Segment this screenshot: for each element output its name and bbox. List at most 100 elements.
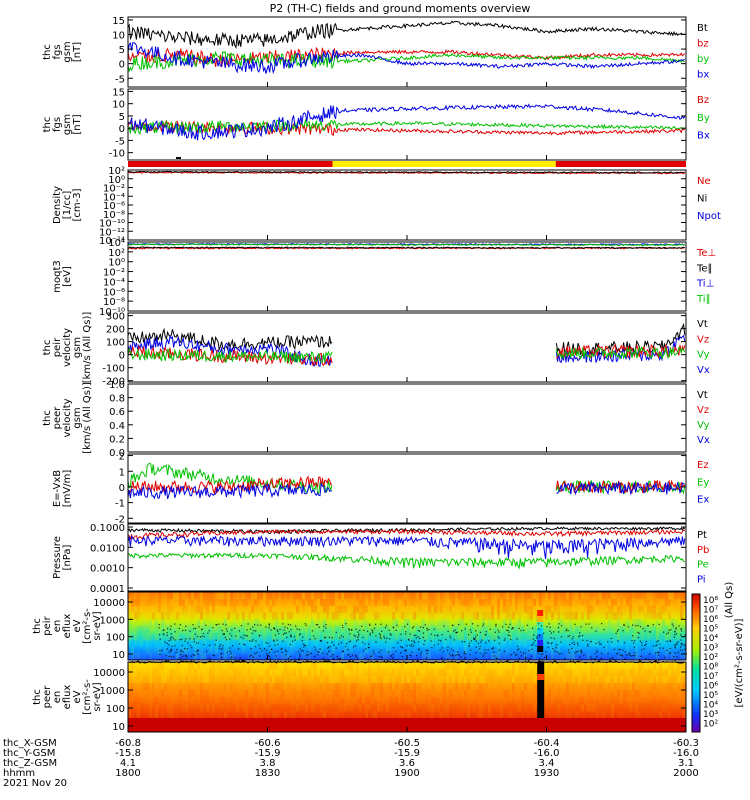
spectrogram-cell bbox=[236, 626, 239, 634]
spectrogram-cell bbox=[527, 662, 530, 670]
spectrogram-cell bbox=[584, 619, 587, 627]
spectrogram-cell bbox=[305, 697, 308, 705]
spectrogram-cell bbox=[614, 662, 617, 670]
spectrogram-noise-point bbox=[476, 634, 478, 636]
spectrogram-cell bbox=[554, 592, 557, 600]
spectrogram-cell bbox=[527, 676, 530, 684]
spectrogram-cell bbox=[371, 683, 374, 691]
spectrogram-cell bbox=[317, 605, 320, 613]
spectrogram-cell bbox=[479, 592, 482, 599]
spectrogram-cell bbox=[371, 662, 374, 670]
spectrogram-cell bbox=[647, 704, 650, 712]
spectrogram-noise-point bbox=[349, 640, 352, 642]
spectrogram-cell bbox=[560, 683, 563, 691]
spectrogram-cell bbox=[431, 646, 434, 654]
spectrogram-noise-point bbox=[498, 637, 500, 639]
spectrogram-noise-point bbox=[353, 646, 355, 648]
spectrogram-cell bbox=[548, 619, 551, 627]
spectrogram-noise-point bbox=[281, 651, 283, 654]
spectrogram-cell bbox=[533, 619, 536, 626]
spectrogram-noise-point bbox=[656, 641, 658, 643]
y-axis-label: eflux bbox=[62, 685, 73, 710]
spectrogram-cell bbox=[386, 662, 389, 670]
spectrogram-noise-point bbox=[340, 642, 342, 644]
spectrogram-cell bbox=[479, 697, 482, 705]
spectrogram-cell bbox=[425, 669, 428, 677]
spectrogram-cell bbox=[395, 653, 398, 661]
spectrogram-cell bbox=[638, 653, 641, 661]
spectrogram-cell bbox=[170, 669, 173, 677]
spectrogram-cell bbox=[530, 697, 533, 705]
spectrogram-cell bbox=[425, 639, 428, 647]
spectrogram-cell bbox=[671, 704, 674, 712]
spectrogram-cell bbox=[554, 639, 557, 647]
spectrogram-cell bbox=[437, 683, 440, 691]
spectrogram-noise-point bbox=[465, 623, 467, 625]
spectrogram-cell bbox=[482, 619, 485, 627]
legend-label: Npot bbox=[697, 211, 721, 222]
spectrogram-cell bbox=[593, 606, 596, 613]
spectrogram-cell bbox=[290, 690, 293, 698]
spectrogram-noise-point bbox=[641, 649, 643, 651]
spectrogram-cell bbox=[143, 606, 146, 613]
spectrogram-cell bbox=[218, 626, 221, 634]
spectrogram-cell bbox=[257, 606, 260, 613]
spectrogram-cell bbox=[404, 676, 407, 684]
spectrogram-noise-point bbox=[526, 624, 528, 626]
spectrogram-noise-point bbox=[491, 648, 493, 650]
spectrogram-cell bbox=[236, 697, 239, 705]
spectrogram-cell bbox=[422, 639, 425, 647]
spectrogram-cell bbox=[617, 612, 620, 620]
spectrogram-cell bbox=[575, 669, 578, 677]
spectrogram-cell bbox=[413, 619, 416, 627]
spectrogram-noise-point bbox=[425, 649, 427, 651]
spectrogram-cell bbox=[644, 605, 647, 613]
legend-label: Bt bbox=[697, 23, 708, 34]
spectrogram-cell bbox=[221, 669, 224, 677]
spectrogram-cell bbox=[314, 669, 317, 677]
spectrogram-cell bbox=[221, 598, 224, 607]
y-tick-label: 10⁴ bbox=[108, 238, 125, 249]
spectrogram-cell bbox=[392, 626, 395, 634]
spectrogram-cell bbox=[545, 697, 548, 705]
spectrogram-cell bbox=[143, 683, 146, 691]
y-tick-label: 100 bbox=[106, 338, 125, 349]
spectrogram-cell bbox=[581, 683, 584, 691]
spectrogram-cell bbox=[341, 639, 344, 647]
spectrogram-cell bbox=[515, 653, 518, 661]
spectrogram-noise-point bbox=[578, 636, 580, 638]
spectrogram-cell bbox=[275, 639, 278, 647]
spectrogram-cell bbox=[464, 711, 467, 719]
spectrogram-cell bbox=[146, 626, 149, 634]
spectrogram-noise-point bbox=[674, 647, 677, 649]
spectrogram-cell bbox=[494, 676, 497, 684]
spectrogram-noise-point bbox=[411, 627, 414, 629]
spectrogram-cell bbox=[341, 646, 344, 653]
mode-bar-segment bbox=[555, 161, 686, 167]
spectrogram-cell bbox=[281, 697, 284, 705]
spectrogram-cell bbox=[482, 653, 485, 661]
spectrogram-cell bbox=[185, 592, 188, 600]
spectrogram-cell bbox=[596, 662, 599, 670]
spectrogram-cell bbox=[521, 605, 524, 613]
spectrogram-cell bbox=[608, 598, 611, 607]
spectrogram-cell bbox=[503, 683, 506, 691]
spectrogram-cell bbox=[167, 697, 170, 705]
spectrogram-cell bbox=[395, 612, 398, 620]
spectrogram-cell bbox=[653, 653, 656, 661]
spectrogram-cell bbox=[428, 646, 431, 654]
spectrogram-cell bbox=[461, 669, 464, 677]
spectrogram-cell bbox=[323, 669, 326, 677]
spectrogram-cell bbox=[380, 704, 383, 712]
spectrogram-cell bbox=[134, 683, 137, 691]
spectrogram-cell bbox=[608, 711, 611, 719]
spectrogram-cell bbox=[638, 605, 641, 613]
spectrogram-cell bbox=[317, 704, 320, 712]
spectrogram-cell bbox=[509, 669, 512, 677]
spectrogram-cell bbox=[611, 612, 614, 620]
spectrogram-cell bbox=[407, 683, 410, 691]
spectrogram-cell bbox=[614, 598, 617, 607]
spectrogram-cell bbox=[230, 690, 233, 698]
spectrogram-noise-point bbox=[560, 641, 562, 643]
spectrogram-cell bbox=[197, 662, 200, 670]
